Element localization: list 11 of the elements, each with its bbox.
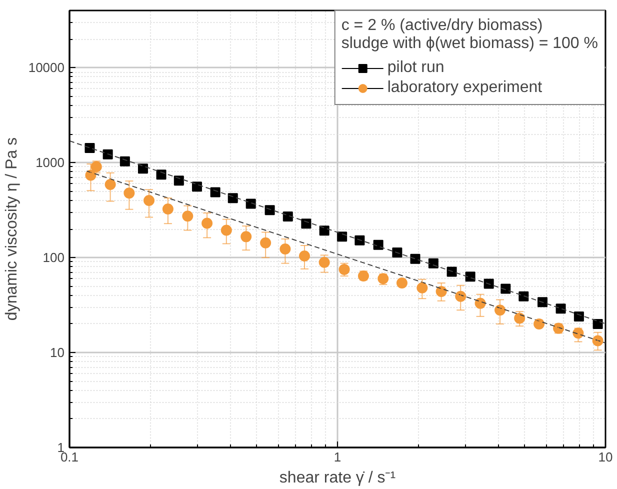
y-tick-label: 100 [42, 250, 65, 266]
y-axis-title: dynamic viscosity η / Pa s [3, 137, 20, 321]
x-tick-label: 1 [334, 450, 342, 464]
legend-label: pilot run [387, 59, 444, 77]
x-axis-title: shear rate γ̇ / s⁻¹ [279, 470, 396, 486]
legend-label: laboratory experiment [387, 79, 542, 97]
x-tick-label: 10 [598, 450, 613, 464]
legend-title: c = 2 % (active/dry biomass) sludge with ϕ(wet biomass) = 100 % [341, 17, 598, 53]
y-tick-label: 1000 [36, 155, 64, 170]
y-tick-label: 10 [50, 345, 65, 360]
y-tick-label: 10000 [28, 60, 65, 76]
